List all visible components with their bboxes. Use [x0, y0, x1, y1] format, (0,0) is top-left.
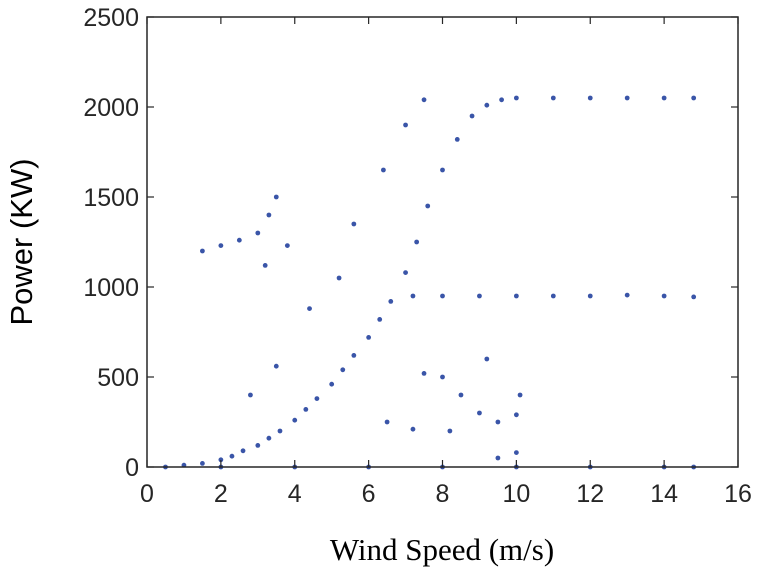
data-point	[691, 95, 697, 101]
data-point	[513, 293, 519, 299]
data-point	[495, 419, 501, 425]
data-point	[587, 95, 593, 101]
data-point	[340, 367, 346, 373]
data-point	[484, 356, 490, 362]
data-point	[421, 97, 427, 103]
data-point	[661, 293, 667, 299]
data-point	[377, 317, 383, 322]
data-point	[200, 248, 205, 254]
x-tick-label: 16	[724, 480, 752, 508]
data-point	[266, 212, 272, 218]
x-tick-label: 12	[576, 480, 604, 508]
y-axis-label: Power (KW)	[4, 158, 39, 325]
data-point	[336, 275, 342, 281]
data-point	[425, 203, 431, 209]
data-point	[550, 95, 556, 101]
data-point	[410, 293, 416, 299]
data-point	[403, 122, 408, 128]
data-point	[624, 95, 630, 101]
y-tick-label: 2500	[83, 4, 139, 32]
data-point	[517, 392, 523, 398]
data-point	[388, 299, 394, 304]
data-point	[351, 353, 357, 358]
y-tick-label: 1000	[83, 274, 139, 302]
data-point	[440, 167, 445, 173]
data-point	[351, 221, 357, 227]
y-tick-label: 0	[125, 454, 139, 482]
data-point	[421, 371, 427, 376]
data-point	[661, 95, 667, 101]
data-point	[277, 428, 283, 434]
data-point	[691, 294, 697, 300]
data-point	[266, 435, 272, 441]
data-point	[624, 292, 630, 298]
data-point	[440, 374, 445, 380]
data-point	[495, 455, 501, 461]
y-axis-ticks: 0 500 1000 1500 2000 2500	[83, 4, 738, 482]
data-point	[550, 293, 556, 299]
data-point	[218, 457, 224, 463]
x-tick-label: 6	[362, 480, 376, 508]
data-point	[477, 293, 482, 299]
points-layer	[163, 95, 697, 470]
x-tick-label: 8	[436, 480, 450, 508]
data-point	[513, 450, 519, 455]
data-point	[255, 443, 261, 448]
data-point	[255, 230, 261, 236]
x-tick-label: 2	[214, 480, 228, 508]
data-point	[469, 113, 475, 119]
data-point	[381, 167, 386, 173]
data-point	[477, 410, 482, 416]
x-axis-label: Wind Speed (m/s)	[330, 532, 554, 567]
x-axis-ticks: 0 2 4 6 8 10 12 14 16	[140, 17, 752, 508]
data-point	[447, 428, 453, 434]
data-point	[458, 392, 464, 398]
data-point	[303, 407, 309, 412]
data-point	[513, 412, 519, 418]
data-point	[410, 426, 416, 432]
data-point	[200, 461, 205, 466]
data-point	[403, 270, 408, 275]
data-point	[273, 363, 279, 369]
plot-frame	[146, 16, 739, 468]
y-tick-label: 2000	[83, 94, 139, 122]
x-tick-label: 10	[502, 480, 530, 508]
data-point	[484, 102, 490, 108]
data-point	[273, 194, 279, 200]
data-point	[499, 97, 504, 103]
data-point	[366, 335, 372, 340]
data-point	[384, 419, 390, 425]
data-point	[236, 237, 242, 243]
data-point	[414, 239, 420, 245]
data-point	[248, 392, 253, 398]
data-point	[587, 293, 593, 299]
x-tick-label: 0	[140, 480, 154, 508]
data-point	[440, 293, 445, 299]
data-point	[314, 396, 320, 401]
data-point	[307, 306, 312, 311]
x-tick-label: 14	[650, 480, 678, 508]
data-point	[240, 448, 246, 454]
data-point	[513, 95, 519, 101]
y-tick-label: 500	[97, 364, 139, 392]
data-point	[218, 243, 224, 249]
data-point	[284, 243, 290, 249]
data-point	[229, 453, 235, 459]
y-tick-label: 1500	[83, 184, 139, 212]
data-point	[292, 417, 298, 423]
data-point	[262, 263, 268, 268]
data-point	[329, 381, 335, 387]
data-point	[454, 137, 460, 142]
x-tick-label: 4	[288, 480, 302, 508]
